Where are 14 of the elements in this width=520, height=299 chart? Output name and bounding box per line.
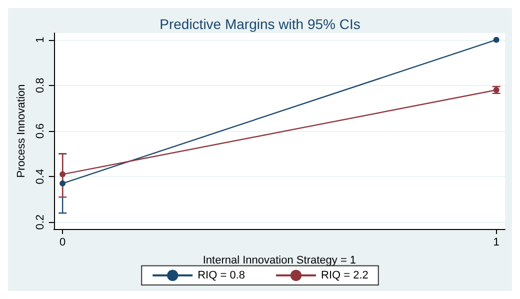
y-axis-title: Process Innovation xyxy=(16,84,28,178)
point xyxy=(60,171,66,178)
x-tick-label: 0 xyxy=(60,236,66,248)
legend-label: RIQ = 2.2 xyxy=(321,269,368,282)
y-tick-label: 0.8 xyxy=(34,78,46,94)
point xyxy=(60,180,66,186)
legend-label: RIQ = 0.8 xyxy=(198,269,246,282)
y-tick-label: 0.2 xyxy=(34,214,46,230)
y-tick-label: 0.6 xyxy=(34,123,46,139)
chart-title: Predictive Margins with 95% CIs xyxy=(160,16,360,32)
y-tick-label: 0.4 xyxy=(34,168,46,184)
y-tick-label: 1 xyxy=(34,36,46,43)
x-axis-title: Internal Innovation Strategy = 1 xyxy=(202,254,356,266)
point xyxy=(493,36,500,43)
